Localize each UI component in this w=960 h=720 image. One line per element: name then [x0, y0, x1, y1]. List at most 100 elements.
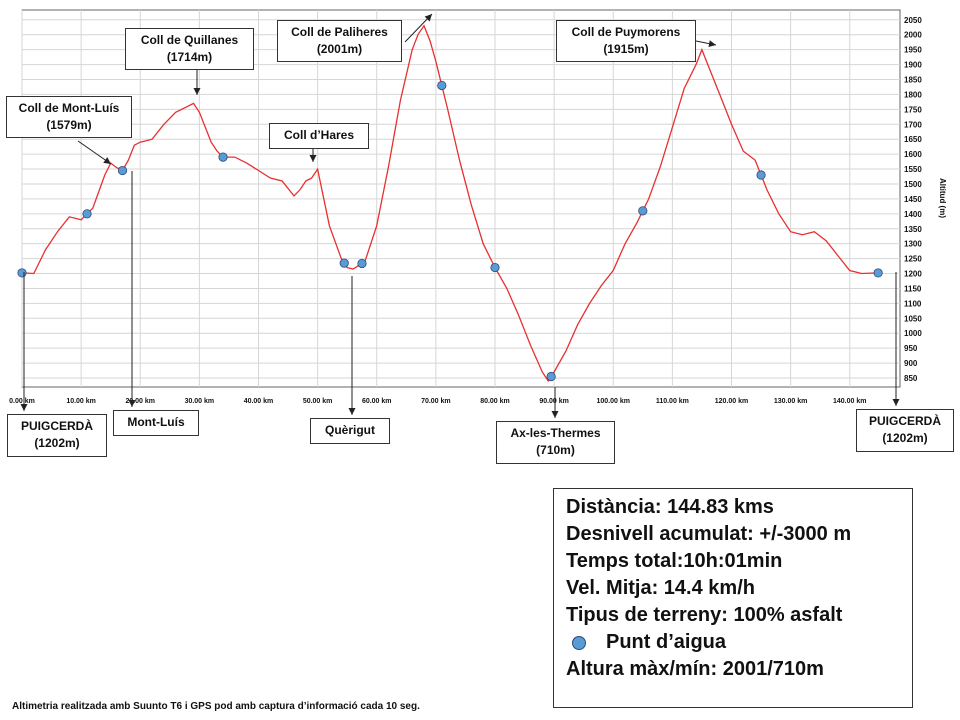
callout-altitude: (1579m) — [46, 118, 92, 132]
y-tick-label: 1500 — [904, 180, 922, 189]
average-speed-text: Vel. Mitja: 14.4 km/h — [566, 577, 755, 599]
callout-label: Ax-les-Thermes — [510, 426, 601, 440]
y-tick-label: 1200 — [904, 270, 922, 279]
y-tick-label: 1650 — [904, 135, 922, 144]
y-tick-label: 1700 — [904, 120, 922, 129]
callout-label: Coll de Paliheres — [291, 25, 388, 39]
y-tick-label: 900 — [904, 359, 918, 368]
legend-water-label: Punt d’aigua — [606, 631, 726, 653]
water-point-marker — [546, 371, 556, 382]
leader-puigcerda-start-head — [20, 404, 28, 411]
callout-querigut: Quèrigut — [310, 418, 390, 444]
callout-mont-luis: Mont-Luís — [113, 410, 199, 436]
x-axis-tick-labels: 0.00 km 10.00 km 20.00 km 30.00 km 40.00 km 5… — [9, 398, 866, 405]
footnote: Altimetria realitzada amb Suunto T6 i GP… — [12, 701, 420, 712]
x-tick-label: 0.00 km — [9, 398, 35, 405]
x-tick-label: 110.00 km — [656, 398, 689, 405]
y-tick-label: 1550 — [904, 165, 922, 174]
callout-altitude: (710m) — [536, 443, 575, 457]
y-tick-label: 1300 — [904, 240, 922, 249]
x-tick-label: 50.00 km — [303, 398, 333, 405]
leader-coll-puymorens-head — [708, 40, 716, 48]
x-tick-label: 100.00 km — [597, 398, 630, 405]
callout-label: Coll de Quillanes — [140, 33, 239, 47]
callout-puigcerda-end: PUIGCERDÀ (1202m) — [856, 409, 954, 452]
callout-label: Mont-Luís — [127, 415, 185, 429]
terrain-type-text: Tipus de terreny: 100% asfalt — [566, 604, 843, 626]
x-tick-label: 140.00 km — [833, 398, 866, 405]
callout-coll-mont-luis: Coll de Mont-Luís (1579m) — [6, 96, 132, 138]
callout-label: Coll d’Hares — [283, 128, 355, 142]
callout-coll-quillanes: Coll de Quillanes (1714m) — [125, 28, 254, 70]
callout-altitude: (1202m) — [34, 436, 80, 450]
water-point-marker — [357, 258, 367, 269]
y-tick-label: 1050 — [904, 314, 922, 323]
water-point-marker — [638, 206, 648, 216]
callout-label: PUIGCERDÀ — [20, 419, 93, 433]
y-tick-label: 1800 — [904, 90, 922, 99]
distance-text: Distància: 144.83 kms — [566, 496, 774, 518]
water-point-markers — [17, 80, 883, 382]
y-tick-label: 2050 — [904, 16, 922, 25]
y-tick-label: 1000 — [904, 329, 922, 338]
y-tick-label: 1900 — [904, 61, 922, 70]
x-tick-label: 120.00 km — [715, 398, 748, 405]
callout-label: PUIGCERDÀ — [868, 414, 941, 428]
x-tick-label: 40.00 km — [244, 398, 274, 405]
leader-ax-les-thermes-head — [551, 411, 559, 418]
water-point-marker — [17, 268, 27, 278]
y-axis-label: Altitud (m) — [938, 178, 947, 218]
leader-coll-quillanes-head — [193, 88, 201, 95]
legend-water-point: Punt d’aigua — [566, 629, 912, 656]
y-tick-label: 1350 — [904, 225, 922, 234]
grid-lines — [21, 10, 900, 387]
water-point-icon — [572, 635, 586, 650]
y-tick-label: 1100 — [904, 299, 922, 308]
callout-label: Coll de Puymorens — [571, 25, 681, 39]
water-point-marker — [437, 80, 447, 91]
callout-altitude: (1714m) — [166, 50, 213, 64]
leader-querigut-head — [348, 408, 356, 415]
y-tick-label: 1600 — [904, 150, 922, 159]
x-tick-label: 60.00 km — [362, 398, 392, 405]
x-tick-label: 130.00 km — [774, 398, 807, 405]
callout-coll-paliheres: Coll de Paliheres (2001m) — [277, 20, 402, 62]
leader-mont-luis-head — [128, 400, 136, 407]
y-axis-tick-labels: 850 900 950 1000 1050 1100 1150 1200 1250 1300 135… — [904, 16, 922, 383]
elevation-gain-text: Desnivell acumulat: +/-3000 m — [566, 523, 852, 545]
leader-coll-hares-head — [309, 155, 317, 162]
callout-coll-puymorens: Coll de Puymorens (1915m) — [556, 20, 696, 62]
water-point-marker — [490, 262, 500, 273]
water-point-marker — [339, 258, 349, 268]
callout-puigcerda-start: PUIGCERDÀ (1202m) — [7, 414, 107, 457]
altitude-max-min-text: Altura màx/mín: 2001/710m — [566, 658, 824, 680]
water-point-marker — [756, 170, 766, 180]
x-tick-label: 20.00 km — [125, 398, 155, 405]
callout-altitude: (1915m) — [603, 42, 649, 56]
altitude-series-line — [21, 24, 879, 383]
water-point-marker — [873, 268, 883, 278]
y-tick-label: 1150 — [904, 284, 922, 293]
leader-coll-paliheres-head — [424, 14, 432, 22]
x-tick-label: 10.00 km — [66, 398, 96, 405]
y-tick-label: 2000 — [904, 31, 922, 40]
callout-altitude: (2001m) — [316, 42, 363, 56]
callout-ax-les-thermes: Ax-les-Thermes (710m) — [496, 421, 615, 464]
callout-label: Quèrigut — [325, 423, 375, 437]
callout-leader-lines — [20, 13, 900, 418]
leader-puigcerda-end-head — [892, 399, 900, 406]
x-tick-label: 80.00 km — [480, 398, 510, 405]
water-point-marker — [218, 152, 228, 162]
x-tick-label: 90.00 km — [539, 398, 569, 405]
leader-coll-mont-luis-head — [103, 157, 111, 164]
y-tick-label: 850 — [904, 374, 918, 383]
total-time-text: Temps total:10h:01min — [566, 550, 783, 572]
route-summary-box: Distància: 144.83 kms Desnivell acumulat… — [553, 488, 913, 708]
y-tick-label: 1850 — [904, 76, 922, 85]
y-tick-label: 1450 — [904, 195, 922, 204]
x-tick-label: 30.00 km — [185, 398, 215, 405]
y-tick-label: 1950 — [904, 46, 922, 55]
y-tick-label: 950 — [904, 344, 918, 353]
x-tick-label: 70.00 km — [421, 398, 451, 405]
